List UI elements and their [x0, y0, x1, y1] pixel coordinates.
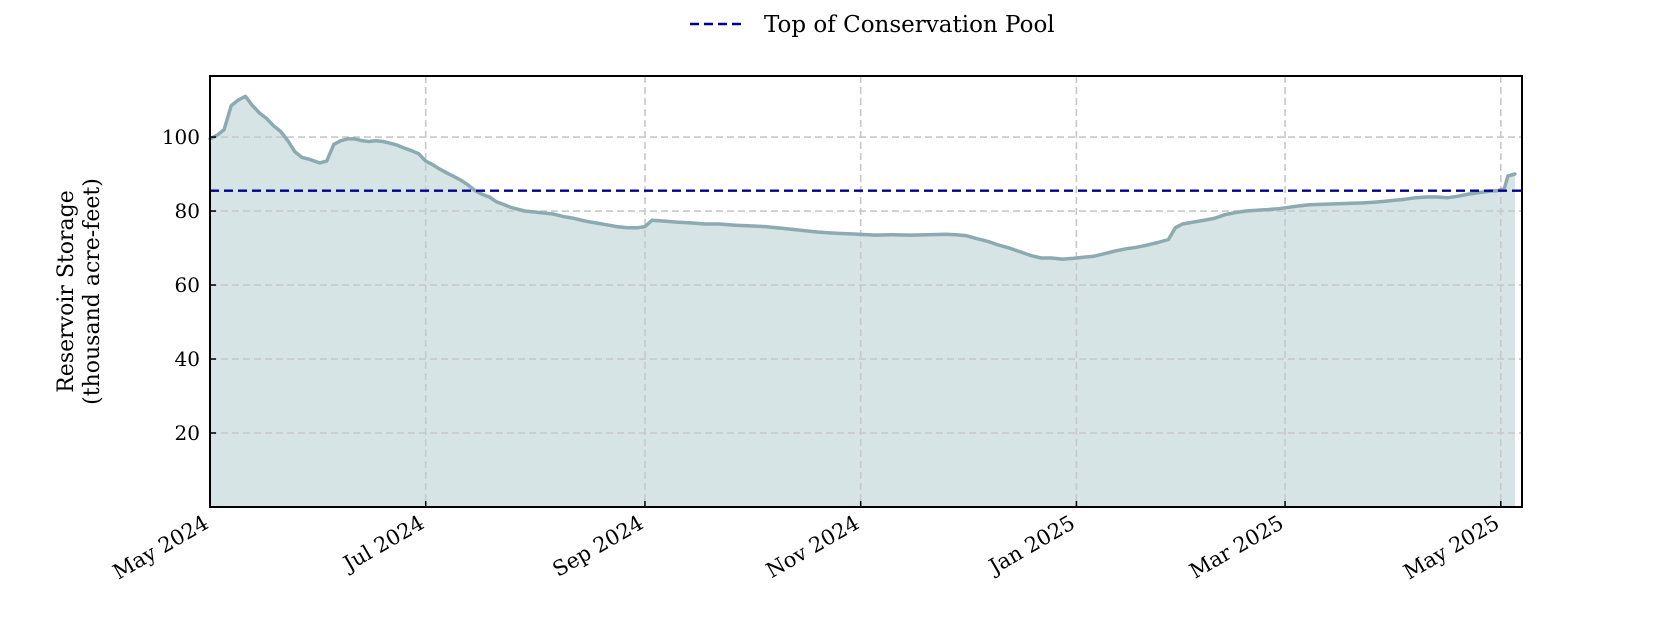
x-tick-label: Jul 2024	[338, 511, 429, 577]
storage-line	[208, 94, 1517, 261]
y-tick-label: 60	[175, 273, 200, 297]
legend-label-conservation-pool: Top of Conservation Pool	[764, 12, 1055, 38]
y-tick-label: 20	[175, 421, 200, 445]
legend: Top of Conservation Pool	[690, 12, 1055, 38]
y-tick-label: 100	[162, 125, 200, 149]
y-tick-label: 80	[175, 199, 200, 223]
y-axis-label: (thousand acre-feet)	[80, 178, 105, 405]
plot-border	[209, 75, 1523, 508]
x-tick-label: May 2024	[109, 511, 213, 585]
x-tick-label: Nov 2024	[762, 511, 863, 583]
x-tick-label: May 2025	[1399, 511, 1503, 585]
y-axis-label: Reservoir Storage	[54, 190, 79, 393]
area-fill-layer	[210, 96, 1515, 508]
x-tick-label: Jan 2025	[983, 511, 1079, 580]
storage-area-fill	[210, 96, 1515, 508]
plot-frame	[209, 75, 1523, 508]
gridlines	[209, 76, 1522, 507]
y-tick-label: 40	[175, 347, 200, 371]
series-layer	[208, 94, 1522, 261]
x-tick-label: Mar 2025	[1185, 511, 1287, 584]
x-tick-label: Sep 2024	[549, 511, 648, 582]
